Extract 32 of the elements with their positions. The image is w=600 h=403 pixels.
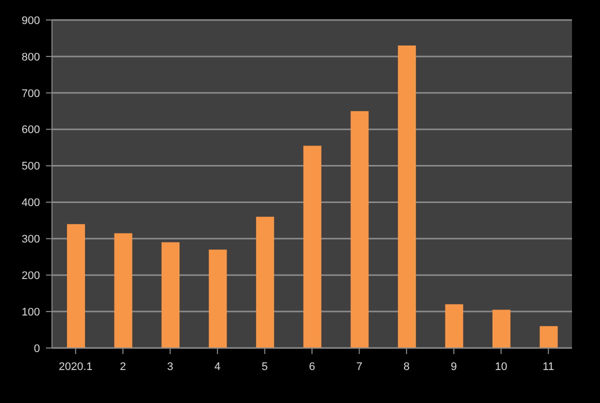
bar: [208, 250, 227, 348]
bar: [350, 111, 369, 348]
y-tick-label: 700: [22, 88, 40, 100]
y-tick-label: 300: [22, 234, 40, 246]
x-tick-label: 9: [450, 360, 457, 373]
x-tick-label: 2020.1: [58, 360, 92, 373]
x-tick-label: 10: [494, 360, 508, 373]
bar: [114, 233, 132, 348]
bar: [67, 224, 85, 348]
bar: [303, 146, 322, 348]
bar: [445, 304, 464, 348]
x-tick-label: 3: [167, 360, 174, 373]
x-tick-label: 8: [403, 360, 410, 373]
y-tick-label: 800: [22, 51, 40, 64]
y-tick-label: 500: [22, 160, 40, 173]
y-tick-label: 200: [22, 270, 40, 282]
x-tick-label: 7: [356, 360, 362, 373]
x-tick-label: 6: [308, 360, 316, 373]
x-tick-label: 5: [262, 360, 268, 373]
y-tick-label: 600: [22, 124, 40, 136]
y-tick-label: 100: [22, 306, 40, 318]
x-tick-label: 4: [214, 360, 221, 373]
y-tick-label: 900: [22, 14, 40, 27]
bar: [492, 310, 510, 348]
bar: [398, 46, 416, 348]
y-tick-label: 0: [34, 342, 40, 355]
bar: [162, 242, 180, 348]
x-tick-label: 11: [542, 360, 554, 373]
bar: [256, 216, 274, 348]
x-tick-label: 2: [120, 360, 126, 373]
y-tick-label: 400: [22, 197, 40, 210]
bar: [540, 326, 558, 348]
